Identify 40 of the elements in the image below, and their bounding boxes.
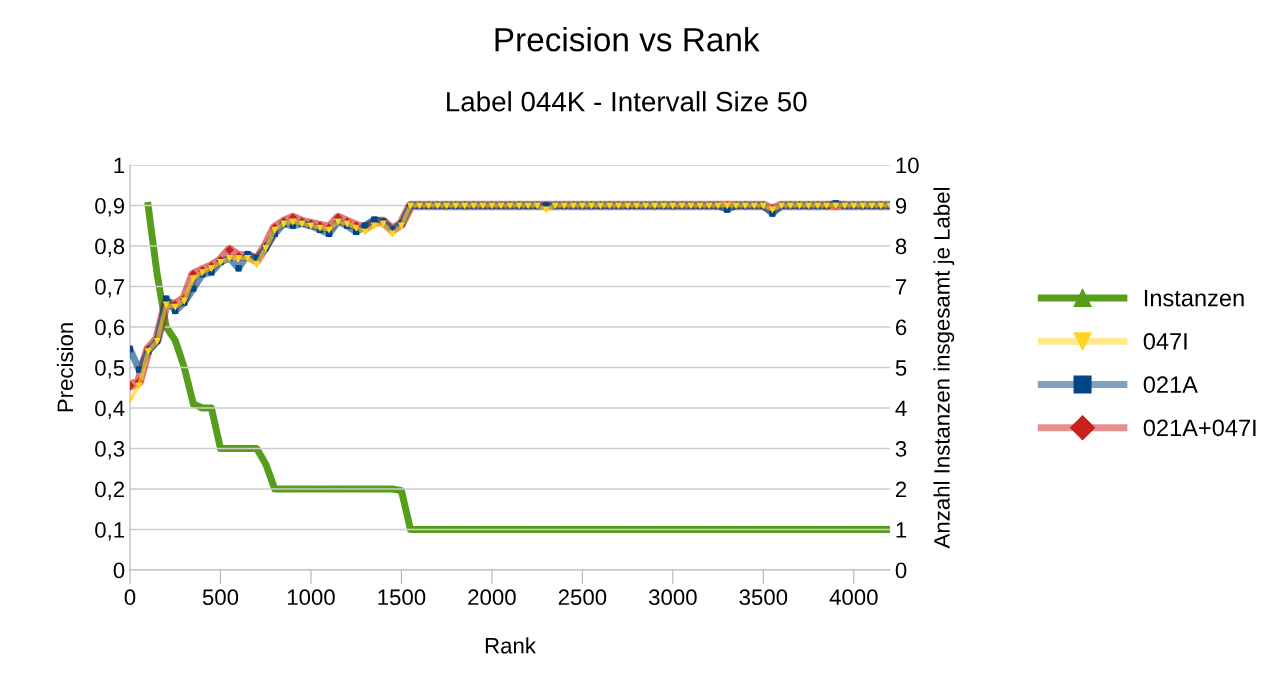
y2-tick-label: 4 — [895, 400, 907, 417]
legend-label: 021A+047I — [1143, 419, 1256, 437]
x-tick-label: 2500 — [558, 589, 607, 606]
y-tick-label: 0,5 — [95, 360, 125, 379]
chart-subtitle: Label 044K - Intervall Size 50 — [447, 91, 807, 112]
y2-axis-title: Anzahl Instanzen insgesamt je Label — [933, 188, 955, 549]
x-tick-label: 0 — [124, 589, 136, 606]
x-tick-label: 1000 — [287, 589, 335, 606]
x-tick-label: 3500 — [739, 589, 788, 606]
y-tick-label: 1 — [114, 157, 125, 174]
y-tick-label: 0,1 — [95, 522, 125, 541]
y-tick-label: 0,2 — [95, 481, 125, 500]
legend-label: 021A — [1143, 376, 1198, 393]
y2-tick-label: 3 — [895, 441, 907, 457]
x-tick-label: 500 — [202, 589, 239, 606]
y2-tick-label: 1 — [896, 522, 907, 538]
y-tick-label: 0,3 — [95, 441, 125, 460]
y2-tick-label: 10 — [896, 157, 919, 174]
legend-label: Instanzen — [1144, 289, 1244, 307]
x-tick-label: 3000 — [648, 589, 697, 606]
x-axis-title: Rank — [485, 637, 536, 654]
y-axis-title: Precision — [56, 323, 74, 412]
y2-tick-label: 6 — [895, 319, 907, 336]
x-tick-label: 1500 — [378, 589, 426, 606]
y2-tick-label: 7 — [896, 279, 907, 295]
y-tick-label: 0,8 — [95, 238, 125, 257]
y2-tick-label: 0 — [895, 562, 907, 579]
legend-label: 047I — [1143, 332, 1187, 350]
x-tick-label: 2000 — [468, 589, 516, 606]
y2-tick-label: 5 — [895, 360, 907, 376]
y2-tick-label: 9 — [895, 198, 907, 214]
y-tick-label: 0,6 — [95, 319, 125, 338]
y2-tick-label: 8 — [895, 238, 907, 255]
y-tick-label: 0,4 — [95, 400, 125, 419]
x-tick-label: 4000 — [829, 589, 878, 606]
y2-tick-label: 2 — [895, 481, 907, 498]
y-tick-label: 0,7 — [95, 279, 125, 298]
y-tick-label: 0 — [113, 562, 125, 579]
y-tick-label: 0,9 — [95, 198, 125, 217]
chart-title: Precision vs Rank — [495, 27, 760, 52]
